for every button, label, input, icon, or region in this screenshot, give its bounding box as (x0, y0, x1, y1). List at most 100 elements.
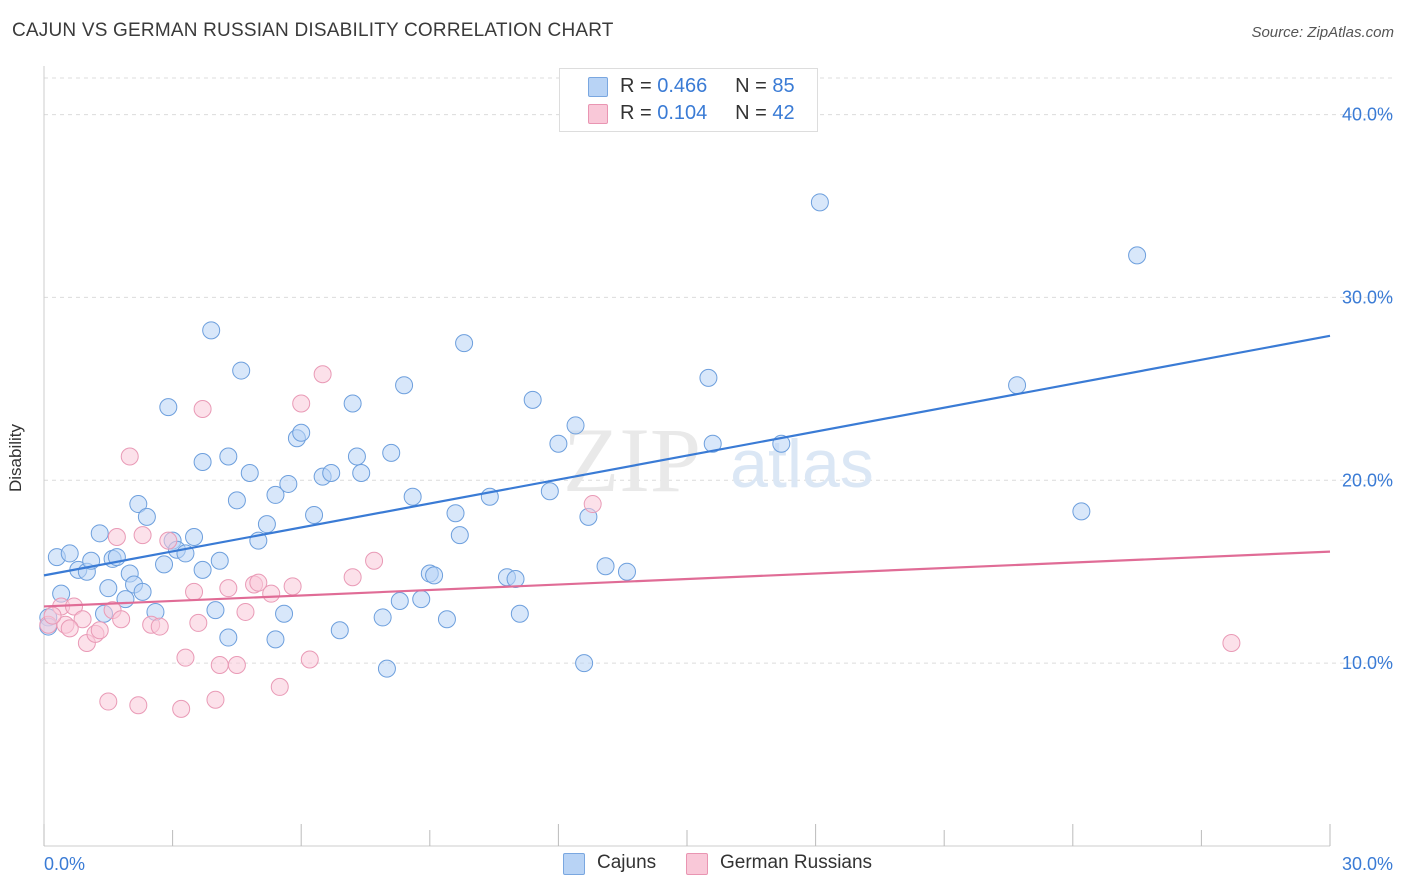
data-point (262, 584, 281, 603)
data-point (377, 659, 396, 678)
data-point (159, 398, 178, 417)
data-point (699, 368, 718, 387)
chart-title: CAJUN VS GERMAN RUSSIAN DISABILITY CORRE… (12, 20, 614, 41)
data-point (270, 677, 289, 696)
legend-swatch-german-russians (588, 104, 608, 124)
data-point (313, 365, 332, 384)
data-point (150, 617, 169, 636)
data-point (343, 568, 362, 587)
series-cajuns-points (39, 193, 1147, 678)
data-point (219, 628, 238, 647)
tick-labels: 10.0% 20.0% 30.0% 40.0% 0.0% 30.0% (44, 105, 1393, 874)
data-point (596, 557, 615, 576)
data-point (43, 606, 62, 625)
data-point (352, 463, 371, 482)
y-tick-label: 20.0% (1342, 470, 1393, 490)
trend-lines (43, 334, 1331, 608)
data-point (99, 579, 118, 598)
legend-r-label: R = (620, 102, 652, 124)
watermark: ZIP atlas (563, 409, 874, 511)
data-point (60, 619, 79, 638)
series-german-russians-points (39, 365, 1241, 718)
axes (43, 66, 1331, 847)
data-point (236, 602, 255, 621)
data-point (810, 193, 829, 212)
data-point (330, 621, 349, 640)
legend-r-value: 0.104 (657, 102, 708, 124)
data-point (206, 601, 225, 620)
data-point (185, 527, 204, 546)
data-point (129, 696, 148, 715)
data-point (257, 515, 276, 534)
x-tick-label: 0.0% (44, 854, 85, 874)
data-point (373, 608, 392, 627)
legend-n-value: 85 (772, 75, 795, 97)
data-point (437, 610, 456, 629)
data-point (137, 507, 156, 526)
data-point (446, 504, 465, 523)
data-point (240, 463, 259, 482)
bottom-legend-swatch-german-russians (686, 853, 708, 875)
data-point (703, 434, 722, 453)
data-point (617, 562, 636, 581)
data-point (249, 573, 268, 592)
data-point (382, 443, 401, 462)
data-point (506, 570, 525, 589)
data-point (583, 495, 602, 514)
data-point (395, 376, 414, 395)
data-point (232, 361, 251, 380)
data-point (112, 610, 131, 629)
data-point (90, 621, 109, 640)
data-point (300, 650, 319, 669)
data-point (155, 555, 174, 574)
data-point (455, 334, 474, 353)
data-point (425, 566, 444, 585)
data-point (566, 416, 585, 435)
data-point (549, 434, 568, 453)
data-point (575, 654, 594, 673)
legend-n-value: 42 (772, 102, 795, 124)
data-point (193, 399, 212, 418)
data-point (219, 447, 238, 466)
data-point (266, 630, 285, 649)
watermark-atlas: atlas (730, 426, 874, 502)
bottom-legend-label-german-russians: German Russians (720, 852, 873, 873)
bottom-legend-swatch-cajuns (563, 853, 585, 875)
data-point (107, 527, 126, 546)
data-point (90, 524, 109, 543)
data-point (60, 544, 79, 563)
data-point (227, 655, 246, 674)
data-point (210, 655, 229, 674)
data-point (412, 590, 431, 609)
data-point (523, 390, 542, 409)
data-point (73, 610, 92, 629)
data-point (1222, 634, 1241, 653)
x-tick-label: 30.0% (1342, 854, 1393, 874)
data-point (1008, 376, 1027, 395)
data-point (176, 648, 195, 667)
correlation-legend: R = 0.466 N = 85 R = 0.104 N = 42 (559, 68, 818, 132)
source-label: Source: ZipAtlas.com (1251, 24, 1394, 41)
legend-r-value: 0.466 (657, 75, 708, 97)
data-point (275, 604, 294, 623)
data-point (120, 447, 139, 466)
data-point (292, 423, 311, 442)
trend-line (43, 334, 1331, 577)
data-point (206, 690, 225, 709)
y-tick-label: 40.0% (1342, 105, 1393, 125)
data-point (133, 526, 152, 545)
data-point (202, 321, 221, 340)
data-point (305, 506, 324, 525)
data-point (266, 485, 285, 504)
trend-line (43, 550, 1331, 608)
data-point (133, 582, 152, 601)
data-point (283, 577, 302, 596)
watermark-zip: ZIP (563, 409, 701, 511)
data-point (1128, 246, 1147, 265)
legend-swatch-cajuns (588, 77, 608, 97)
data-point (390, 591, 409, 610)
data-point (193, 453, 212, 471)
data-point (129, 495, 148, 514)
data-point (322, 463, 341, 482)
